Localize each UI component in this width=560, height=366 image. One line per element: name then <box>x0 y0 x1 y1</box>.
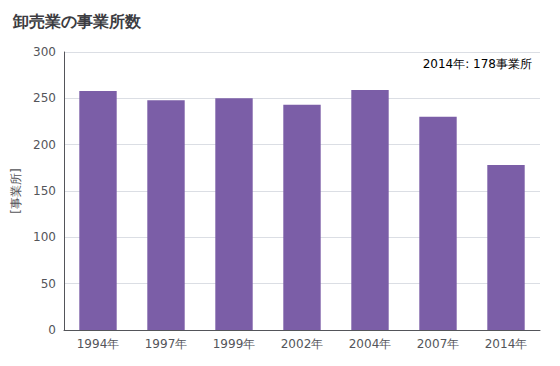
svg-text:2014年: 178事業所: 2014年: 178事業所 <box>423 57 532 71</box>
svg-text:100: 100 <box>33 230 56 244</box>
svg-text:2002年: 2002年 <box>281 337 324 351</box>
svg-text:0: 0 <box>48 323 56 337</box>
svg-text:1999年: 1999年 <box>213 337 256 351</box>
svg-text:200: 200 <box>33 138 56 152</box>
svg-text:50: 50 <box>41 277 56 291</box>
svg-text:[事業所]: [事業所] <box>9 168 23 213</box>
svg-text:2007年: 2007年 <box>417 337 460 351</box>
svg-text:300: 300 <box>33 45 56 59</box>
svg-text:2004年: 2004年 <box>349 337 392 351</box>
svg-text:2014年: 2014年 <box>485 337 528 351</box>
svg-text:卸売業の事業所数: 卸売業の事業所数 <box>12 12 142 31</box>
svg-text:150: 150 <box>33 184 56 198</box>
svg-text:1994年: 1994年 <box>77 337 120 351</box>
svg-text:250: 250 <box>33 91 56 105</box>
svg-text:1997年: 1997年 <box>145 337 188 351</box>
